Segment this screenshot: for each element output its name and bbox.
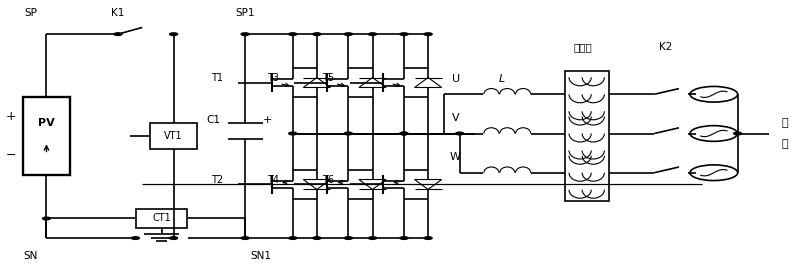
Bar bbox=[136, 209, 187, 228]
Circle shape bbox=[369, 237, 377, 239]
Text: W: W bbox=[450, 152, 461, 162]
Bar bbox=[150, 123, 198, 149]
Text: SN: SN bbox=[23, 251, 38, 261]
Text: 变压器: 变压器 bbox=[574, 42, 592, 52]
Text: +: + bbox=[262, 115, 272, 125]
Circle shape bbox=[289, 237, 297, 239]
Text: T3: T3 bbox=[267, 73, 279, 83]
Text: L: L bbox=[498, 74, 505, 84]
Circle shape bbox=[400, 237, 408, 239]
Text: CT1: CT1 bbox=[152, 214, 171, 223]
Bar bbox=[565, 71, 609, 202]
Text: U: U bbox=[451, 74, 460, 84]
Circle shape bbox=[369, 33, 377, 36]
Text: T4: T4 bbox=[267, 175, 279, 184]
Circle shape bbox=[170, 33, 178, 36]
Text: K2: K2 bbox=[659, 42, 673, 52]
Text: V: V bbox=[452, 113, 459, 123]
Text: T6: T6 bbox=[322, 175, 334, 184]
Circle shape bbox=[313, 237, 321, 239]
Text: 电: 电 bbox=[782, 118, 789, 128]
Circle shape bbox=[344, 132, 352, 135]
Text: PV: PV bbox=[38, 118, 55, 128]
Text: C1: C1 bbox=[206, 115, 220, 125]
Text: −: − bbox=[6, 149, 16, 162]
Text: T2: T2 bbox=[211, 175, 223, 184]
Circle shape bbox=[170, 237, 178, 239]
Text: 网: 网 bbox=[782, 139, 789, 149]
Text: SP1: SP1 bbox=[235, 8, 255, 18]
Text: SN1: SN1 bbox=[250, 251, 271, 261]
Text: SP: SP bbox=[24, 8, 37, 18]
Circle shape bbox=[400, 132, 408, 135]
Text: +: + bbox=[6, 110, 16, 123]
Circle shape bbox=[424, 237, 432, 239]
Circle shape bbox=[344, 237, 352, 239]
Bar bbox=[22, 97, 70, 175]
Circle shape bbox=[313, 33, 321, 36]
Circle shape bbox=[400, 33, 408, 36]
Circle shape bbox=[400, 132, 408, 135]
Circle shape bbox=[289, 132, 297, 135]
Circle shape bbox=[734, 132, 742, 135]
Text: K1: K1 bbox=[111, 8, 125, 18]
Text: VT1: VT1 bbox=[164, 131, 183, 141]
Circle shape bbox=[289, 33, 297, 36]
Circle shape bbox=[42, 217, 50, 220]
Circle shape bbox=[114, 33, 122, 36]
Circle shape bbox=[131, 237, 139, 239]
Circle shape bbox=[344, 33, 352, 36]
Circle shape bbox=[456, 132, 463, 135]
Text: T5: T5 bbox=[322, 73, 334, 83]
Circle shape bbox=[241, 237, 249, 239]
Text: T1: T1 bbox=[211, 73, 223, 83]
Circle shape bbox=[424, 33, 432, 36]
Circle shape bbox=[241, 33, 249, 36]
